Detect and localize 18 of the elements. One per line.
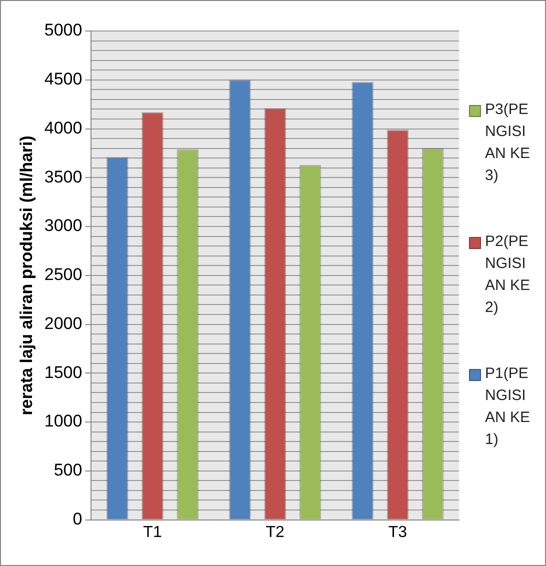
- x-tick-label: T3: [388, 524, 408, 541]
- y-tick-label: 5000: [44, 20, 82, 40]
- legend-label: P3(PENGISIAN KE 3): [485, 100, 532, 186]
- legend-label: P2(PENGISIAN KE 2): [485, 232, 532, 318]
- y-tick-label: 3000: [44, 216, 82, 236]
- x-tick-label: T2: [266, 524, 285, 541]
- y-tick-label: 2000: [44, 314, 82, 333]
- y-tick-label: 3500: [44, 167, 82, 186]
- y-tick-label: 4000: [44, 118, 82, 138]
- y-tick-label: 4500: [44, 70, 82, 89]
- y-axis-title: rerata laju aliran produksi (ml/hari): [16, 136, 36, 416]
- y-tick-label: 1000: [44, 412, 82, 431]
- legend-label: P1(PENGISIAN KE 1): [485, 364, 532, 450]
- x-tick-label: T1: [143, 524, 162, 541]
- y-tick-label: 0: [72, 509, 82, 528]
- y-tick-label: 1500: [44, 362, 82, 382]
- y-tick-label: 2500: [44, 265, 82, 284]
- y-tick-label: 500: [54, 460, 82, 480]
